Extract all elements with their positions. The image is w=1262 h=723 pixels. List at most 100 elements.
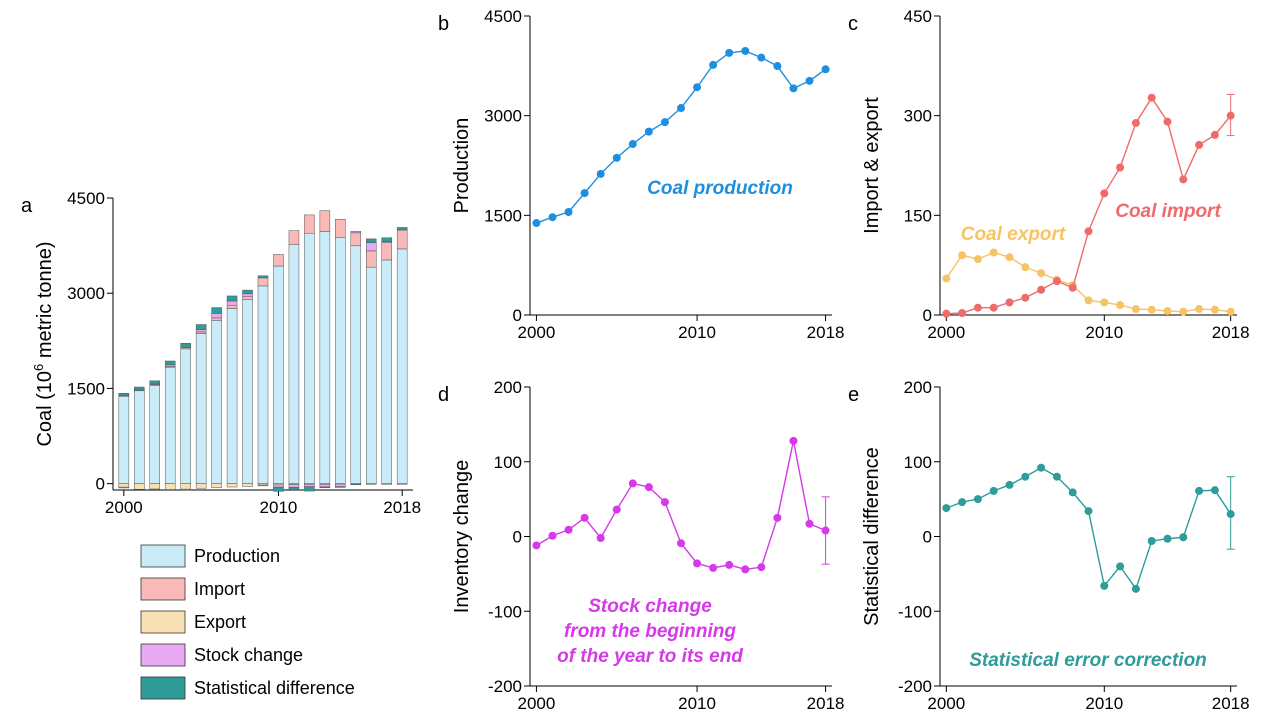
- stock-change-point: [564, 525, 573, 534]
- export-point: [958, 251, 967, 260]
- bar-stock-change: [118, 486, 130, 489]
- production-point: [709, 60, 718, 69]
- bar-statistical-difference: [273, 486, 284, 492]
- bar-production: [257, 285, 269, 484]
- y-tick-label: 4500: [484, 7, 522, 26]
- bar-production: [195, 333, 207, 484]
- bar-statistical-difference: [242, 289, 253, 295]
- production-point: [628, 140, 637, 149]
- bar-statistical-difference: [365, 238, 377, 244]
- legend-label: Export: [194, 612, 246, 632]
- bar-export: [226, 483, 238, 488]
- annotation-statistical-error: Statistical error correction: [969, 650, 1207, 671]
- export-point: [1210, 305, 1219, 314]
- export-series: [942, 248, 1235, 316]
- y-tick-label: 1500: [67, 379, 105, 398]
- import-point: [958, 309, 967, 318]
- legend-label: Production: [194, 546, 280, 566]
- production-point: [677, 104, 685, 113]
- statistical-difference-point: [1100, 581, 1109, 590]
- export-point: [973, 255, 982, 264]
- panel-letter: a: [21, 195, 33, 217]
- statistical-difference-point: [1179, 533, 1188, 542]
- bar-stock-change: [242, 293, 253, 298]
- production-point: [757, 53, 766, 62]
- legend-swatch: [140, 676, 186, 700]
- stock-change-point: [580, 513, 589, 522]
- bar-export: [211, 483, 222, 488]
- bar-production: [118, 395, 130, 484]
- export-point: [1131, 305, 1140, 314]
- bar-production: [365, 266, 377, 484]
- production-point: [644, 127, 653, 136]
- x-tick-label: 2000: [927, 694, 965, 713]
- annotation-stock-change-line: from the beginning: [564, 621, 736, 642]
- bar-import: [396, 229, 408, 250]
- x-tick-label: 2000: [927, 323, 965, 342]
- bar-import: [381, 242, 392, 261]
- bar-import: [365, 250, 377, 268]
- statistical-difference-point: [1210, 486, 1219, 495]
- y-tick-label: 0: [923, 528, 932, 547]
- y-axis-label: Import & export: [861, 97, 883, 234]
- import-point: [1005, 298, 1014, 307]
- panel-c-axes: 0 150 300 450 2000 2010 2018 Import & export c: [848, 7, 1250, 342]
- y-tick-label: 150: [904, 206, 932, 225]
- x-tick-label: 2010: [678, 323, 716, 342]
- bar-production: [226, 308, 238, 484]
- legend-swatch: [140, 544, 186, 568]
- stock-change-point: [644, 483, 653, 492]
- bar-stock-change: [226, 300, 238, 306]
- bar-stock-change: [257, 484, 269, 487]
- bar-statistical-difference: [350, 483, 362, 486]
- x-tick-label: 2018: [1212, 694, 1250, 713]
- stock-change-point: [628, 479, 637, 488]
- bar-stock-change: [288, 484, 300, 488]
- statistical-difference-point: [1005, 480, 1014, 489]
- import-point: [1163, 117, 1172, 126]
- production-point: [693, 83, 702, 92]
- x-tick-label: 2000: [105, 498, 143, 517]
- bar-export: [195, 483, 207, 489]
- import-point: [1131, 118, 1140, 127]
- stock-change-point: [789, 436, 798, 445]
- x-tick-label: 2018: [383, 498, 421, 517]
- bar-statistical-difference: [149, 380, 161, 385]
- production-point: [532, 219, 541, 228]
- bar-production: [304, 232, 315, 484]
- bar-statistical-difference: [304, 486, 315, 492]
- production-point: [596, 169, 605, 178]
- export-point: [1226, 307, 1235, 316]
- bar-production: [319, 231, 331, 484]
- import-point: [1052, 277, 1061, 286]
- y-tick-label: 0: [96, 475, 105, 494]
- bar-import: [226, 304, 238, 309]
- y-axis-label: Production: [451, 118, 473, 214]
- import-point: [1100, 189, 1109, 198]
- statistical-difference-point: [1195, 486, 1204, 495]
- import-point: [1116, 163, 1125, 172]
- bar-statistical-difference: [211, 307, 222, 314]
- bar-export: [164, 483, 176, 490]
- annotation-stock-change-line: Stock change: [588, 596, 712, 617]
- bar-stock-change: [319, 483, 331, 488]
- legend-label: Statistical difference: [194, 678, 355, 698]
- import-point: [973, 303, 982, 312]
- legend-swatch: [140, 577, 186, 601]
- export-point: [1021, 263, 1030, 272]
- annotation-coal-import: Coal import: [1115, 201, 1221, 222]
- import-point: [989, 303, 998, 312]
- bar-production: [381, 259, 392, 484]
- stock-change-line: [536, 440, 826, 571]
- production-point: [660, 118, 669, 127]
- export-point: [1100, 298, 1109, 307]
- bar-import: [319, 210, 331, 232]
- import-point: [1195, 140, 1204, 149]
- stock-change-point: [677, 539, 685, 548]
- bar-production: [350, 245, 362, 484]
- production-point: [548, 213, 557, 222]
- bar-stock-change: [195, 329, 207, 333]
- export-point: [1116, 301, 1125, 310]
- annotation-coal-production: Coal production: [647, 178, 793, 199]
- statistical-difference-point: [1068, 488, 1077, 497]
